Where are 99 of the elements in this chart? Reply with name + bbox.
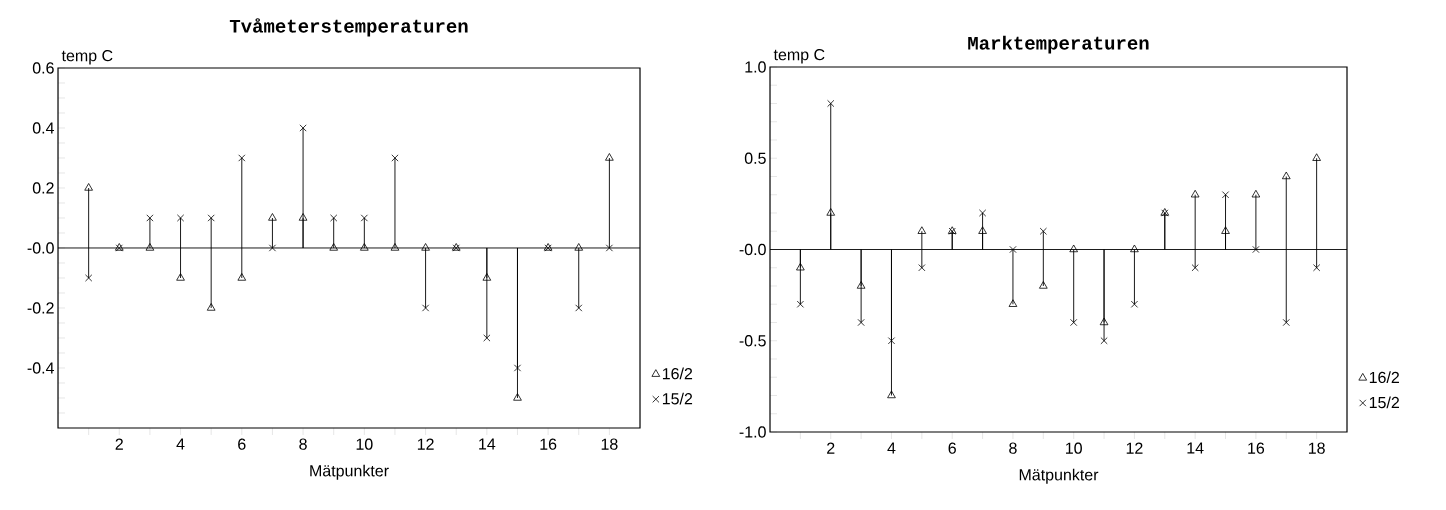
y-tick-label: 0.2 [32,182,54,194]
point [1252,245,1260,254]
x-tick-label: 16 [1248,442,1265,454]
x-tick-label: 12 [417,438,434,450]
x-tick-label: 14 [479,438,496,450]
point [206,303,216,311]
x-tick-label: 8 [1009,442,1017,454]
point [826,208,836,216]
point [1008,299,1018,307]
chart-title: Tvåmeterstemperaturen [229,18,468,37]
point [298,213,308,221]
chart-title: Marktemperaturen [968,35,1149,54]
point [857,318,865,327]
legend-label: 16/2 [662,367,693,380]
point [1039,281,1048,289]
point [1221,226,1230,234]
x-tick-label: 16 [540,438,557,450]
point [482,273,492,281]
x-tick-label: 10 [356,438,373,450]
point [1039,227,1047,235]
x-tick-label: 4 [887,442,896,454]
point [1099,317,1109,326]
x-tick-label: 14 [1187,442,1204,454]
x-tick-label: 18 [601,438,618,450]
x-tick-label: 18 [1308,442,1325,454]
point [1312,153,1321,161]
point [574,243,584,251]
y-tick-label: -0.5 [739,335,766,347]
point [237,273,247,281]
point [796,262,805,271]
point [422,304,430,312]
point [978,226,987,234]
point [421,243,430,251]
point [1070,318,1078,327]
y-tick-label: -0.0 [739,243,766,256]
legend-label: 16/2 [1369,371,1399,384]
point [176,214,185,222]
point [513,364,522,372]
point [1251,189,1261,198]
point [1281,171,1291,180]
x-axis-title: Mätpunkter [310,464,389,480]
point [1069,244,1078,253]
y-tick-label: 0.6 [32,62,54,74]
point [513,393,522,401]
point [146,214,154,222]
point [483,334,491,342]
x-tick-label: 6 [238,438,246,450]
x-tick-label: 10 [1066,442,1082,454]
point [856,281,866,289]
point [390,243,400,251]
point [796,300,804,308]
y-tick-label: 1.0 [745,61,766,73]
point [1009,245,1017,254]
point [268,244,277,252]
point [268,213,277,221]
point [145,243,155,251]
point [330,214,338,222]
point [238,154,246,162]
point [1313,264,1321,272]
point [360,214,368,222]
y-tick-label: 0.4 [32,122,54,134]
x-tick-label: 2 [115,438,123,450]
y-tick-label: -0.2 [27,302,54,314]
point [605,153,614,161]
y-axis-title: temp C [773,48,825,64]
point [979,209,987,217]
point [887,337,896,345]
y-axis-title: temp C [61,49,113,65]
y-tick-label: -0.4 [27,362,54,374]
point [1130,244,1139,253]
x-tick-label: 6 [948,442,956,454]
legend-label: 15/2 [662,392,693,405]
point [918,264,926,272]
point [1130,300,1139,308]
point [84,183,93,191]
point [887,390,896,399]
point [827,99,835,108]
x-tick-label: 2 [827,442,835,454]
x-tick-label: 12 [1126,442,1143,454]
point [391,154,399,162]
point [917,226,927,234]
x-tick-label: 8 [299,438,307,450]
point [85,274,93,282]
point [176,273,185,281]
point [1100,337,1108,345]
y-tick-label: -0.0 [27,242,54,254]
point [1282,318,1290,327]
point [1191,264,1199,272]
y-tick-label: 0.5 [744,152,766,164]
point [329,243,338,251]
x-tick-label: 4 [176,438,185,450]
point [1221,191,1230,199]
point [207,214,215,222]
point [575,304,583,312]
point [360,243,369,251]
x-axis-title: Mätpunkter [1019,468,1099,484]
legend-label: 15/2 [1369,396,1399,409]
y-tick-label: -1.0 [739,426,766,438]
point [1190,189,1200,198]
